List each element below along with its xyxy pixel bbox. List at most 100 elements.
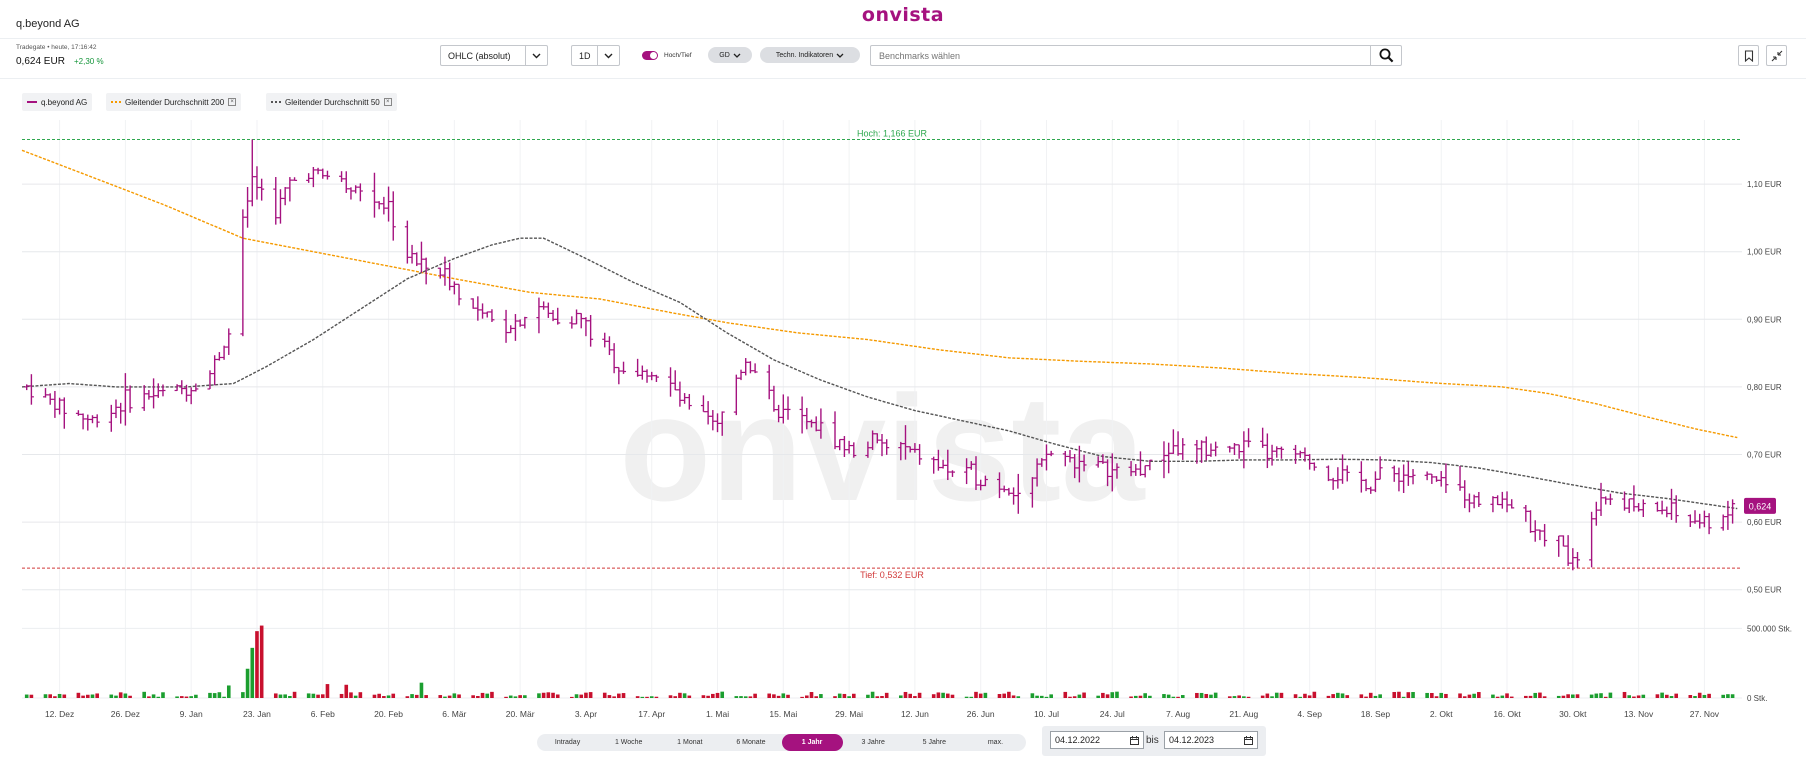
- volume-bar[interactable]: [311, 693, 316, 698]
- volume-bar[interactable]: [541, 692, 546, 698]
- volume-bar[interactable]: [645, 696, 649, 698]
- volume-bar[interactable]: [189, 696, 193, 698]
- chevron-down-icon[interactable]: [525, 46, 547, 65]
- volume-bar[interactable]: [1495, 696, 1500, 698]
- volume-bar[interactable]: [706, 695, 710, 698]
- volume-bar[interactable]: [447, 695, 452, 698]
- volume-bar[interactable]: [997, 694, 1002, 698]
- volume-bar[interactable]: [969, 696, 974, 698]
- volume-bar[interactable]: [1561, 695, 1566, 698]
- volume-bar[interactable]: [1171, 696, 1176, 698]
- volume-bar[interactable]: [1039, 695, 1044, 698]
- volume-bar[interactable]: [349, 692, 353, 698]
- volume-bar[interactable]: [1082, 692, 1086, 698]
- volume-bar[interactable]: [1096, 695, 1100, 698]
- volume-bar[interactable]: [1538, 692, 1542, 698]
- volume-bar[interactable]: [711, 693, 715, 698]
- volume-bar[interactable]: [1707, 693, 1711, 698]
- volume-bar[interactable]: [537, 693, 541, 698]
- volume-bar[interactable]: [898, 695, 903, 698]
- volume-bar[interactable]: [1566, 694, 1570, 698]
- volume-bar[interactable]: [809, 692, 814, 698]
- volume-bar[interactable]: [175, 696, 179, 698]
- volume-bar[interactable]: [715, 692, 720, 698]
- volume-bar[interactable]: [1599, 693, 1603, 698]
- volume-bar[interactable]: [1260, 695, 1265, 698]
- volume-bar[interactable]: [29, 694, 34, 698]
- collapse-button[interactable]: [1766, 45, 1787, 66]
- volume-bar[interactable]: [1110, 692, 1115, 698]
- volume-bar[interactable]: [1209, 694, 1213, 698]
- volume-bar[interactable]: [753, 693, 757, 698]
- legend-item[interactable]: Gleitender Durchschnitt 200 ×: [106, 93, 242, 111]
- search-button[interactable]: [1370, 46, 1401, 65]
- interval-select[interactable]: 1D: [571, 45, 620, 66]
- volume-bar[interactable]: [847, 696, 851, 698]
- volume-bar[interactable]: [748, 696, 753, 698]
- volume-bar[interactable]: [574, 694, 579, 698]
- volume-bar[interactable]: [452, 693, 457, 698]
- volume-bar[interactable]: [1011, 695, 1016, 698]
- volume-bar[interactable]: [1143, 693, 1147, 698]
- volume-bar[interactable]: [1232, 696, 1237, 698]
- volume-bar[interactable]: [1411, 692, 1415, 698]
- legend-item[interactable]: Gleitender Durchschnitt 50 ×: [266, 93, 397, 111]
- volume-bar[interactable]: [1608, 692, 1613, 698]
- volume-bar[interactable]: [339, 693, 344, 698]
- chart-type-select[interactable]: OHLC (absolut): [440, 45, 548, 66]
- volume-bar[interactable]: [1148, 695, 1152, 698]
- range-button[interactable]: 3 Jahre: [861, 739, 885, 746]
- volume-bar[interactable]: [161, 692, 165, 698]
- volume-bar[interactable]: [1491, 694, 1495, 698]
- volume-bar[interactable]: [226, 685, 231, 698]
- volume-bar[interactable]: [278, 694, 283, 698]
- volume-bar[interactable]: [419, 682, 424, 698]
- volume-bar[interactable]: [1458, 693, 1462, 698]
- volume-bar[interactable]: [523, 695, 527, 698]
- volume-bar[interactable]: [579, 694, 584, 698]
- volume-bar[interactable]: [555, 694, 560, 698]
- volume-bar[interactable]: [490, 691, 494, 698]
- volume-bar[interactable]: [283, 694, 287, 698]
- volume-bar[interactable]: [950, 694, 955, 698]
- volume-bar[interactable]: [372, 694, 377, 698]
- volume-bar[interactable]: [819, 694, 823, 698]
- volume-bar[interactable]: [743, 696, 748, 698]
- volume-bar[interactable]: [945, 693, 950, 698]
- volume-bar[interactable]: [292, 691, 297, 698]
- volume-bar[interactable]: [1425, 692, 1429, 698]
- volume-bar[interactable]: [513, 696, 518, 698]
- volume-bar[interactable]: [142, 691, 146, 698]
- volume-bar[interactable]: [875, 696, 880, 698]
- volume-bar[interactable]: [1044, 696, 1049, 698]
- volume-bar[interactable]: [1472, 693, 1476, 698]
- volume-bar[interactable]: [424, 695, 428, 698]
- volume-bar[interactable]: [1138, 695, 1143, 698]
- volume-bar[interactable]: [1641, 694, 1646, 698]
- legend-item[interactable]: q.beyond AG: [22, 93, 93, 111]
- volume-bar[interactable]: [118, 692, 123, 698]
- volume-bar[interactable]: [518, 695, 522, 698]
- volume-bar[interactable]: [546, 692, 551, 698]
- volume-bar[interactable]: [1505, 693, 1509, 698]
- volume-bar[interactable]: [1129, 696, 1133, 698]
- volume-bar[interactable]: [640, 696, 645, 698]
- volume-bar[interactable]: [1669, 696, 1674, 698]
- remove-indicator-icon[interactable]: ×: [228, 98, 237, 106]
- volume-bar[interactable]: [250, 647, 255, 698]
- volume-bar[interactable]: [57, 693, 62, 698]
- volume-bar[interactable]: [739, 696, 743, 698]
- volume-bar[interactable]: [1007, 691, 1011, 698]
- volume-bar[interactable]: [1721, 694, 1726, 698]
- volume-bar[interactable]: [701, 695, 706, 698]
- volume-bar[interactable]: [1195, 692, 1199, 698]
- volume-bar[interactable]: [410, 694, 414, 698]
- volume-bar[interactable]: [964, 696, 969, 698]
- range-button[interactable]: 5 Jahre: [922, 739, 946, 746]
- calendar-icon[interactable]: [1130, 735, 1139, 745]
- volume-bar[interactable]: [405, 696, 410, 698]
- benchmark-input[interactable]: [871, 46, 1370, 65]
- volume-bar[interactable]: [1434, 696, 1439, 698]
- volume-bar[interactable]: [184, 696, 189, 698]
